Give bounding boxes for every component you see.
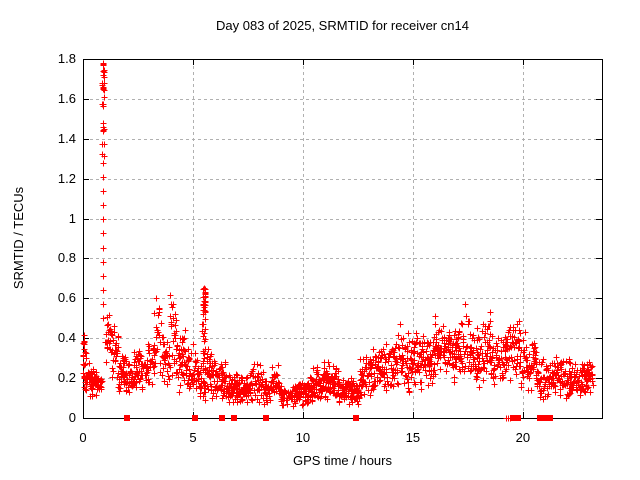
y-tick-label: 1.6 <box>57 90 76 106</box>
x-tick-label: 0 <box>79 430 87 445</box>
y-tick-label: 0.6 <box>57 290 76 306</box>
zero-marker <box>547 415 553 421</box>
zero-marker <box>124 415 130 421</box>
y-tick-label: 0 <box>68 410 76 425</box>
y-tick-label: 1 <box>68 210 76 226</box>
x-tick-label: 15 <box>405 430 421 445</box>
zero-marker <box>263 415 269 421</box>
y-tick-label: 1.2 <box>57 170 76 186</box>
x-tick-label: 20 <box>515 430 531 445</box>
y-tick-label: 0.4 <box>57 330 76 346</box>
zero-marker <box>537 415 543 421</box>
x-tick-label: 10 <box>295 430 311 445</box>
plot-border <box>83 59 603 419</box>
y-tick-label: 1.4 <box>57 130 76 146</box>
grid-lines <box>84 60 601 417</box>
zero-marker <box>231 415 237 421</box>
data-points <box>80 60 597 410</box>
y-tick-label: 0.8 <box>57 250 76 266</box>
zero-marker <box>542 415 548 421</box>
zero-marker <box>353 415 359 421</box>
page-title: Day 083 of 2025, SRMTID for receiver cn1… <box>216 18 469 33</box>
x-axis-label: GPS time / hours <box>293 453 392 468</box>
zero-marker <box>192 415 198 421</box>
axis-ticks <box>83 59 602 419</box>
y-tick-label: 1.8 <box>57 51 76 66</box>
zero-marker <box>515 415 521 421</box>
zero-markers <box>124 415 553 422</box>
x-tick-label: 5 <box>189 430 197 445</box>
zero-marker <box>219 415 225 421</box>
y-tick-label: 0.2 <box>57 370 76 386</box>
